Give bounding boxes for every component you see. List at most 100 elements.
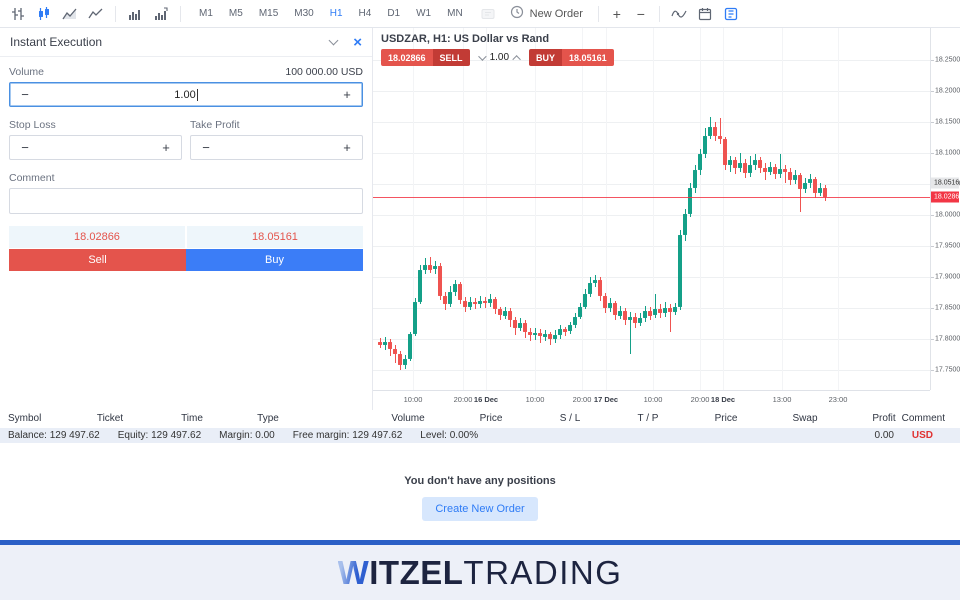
candle-body[interactable]: [653, 309, 657, 316]
candle-body[interactable]: [573, 316, 577, 326]
candlestick-plot[interactable]: [373, 28, 930, 390]
volume-value[interactable]: 1.00: [174, 88, 196, 101]
bars-chart-icon[interactable]: [6, 3, 30, 25]
candle-body[interactable]: [613, 303, 617, 316]
buy-button[interactable]: Buy: [186, 249, 363, 271]
candle-body[interactable]: [578, 306, 582, 317]
candle-body[interactable]: [723, 139, 727, 166]
column-header-price[interactable]: Price: [479, 413, 503, 424]
column-header-time[interactable]: Time: [181, 413, 203, 424]
candle-body[interactable]: [563, 329, 567, 332]
indicator-icon[interactable]: [667, 3, 691, 25]
candle-body[interactable]: [688, 187, 692, 214]
candle-body[interactable]: [558, 329, 562, 336]
column-header-price2[interactable]: Price: [714, 413, 738, 424]
candle-body[interactable]: [778, 169, 782, 175]
candle-body[interactable]: [813, 179, 817, 193]
candle-body[interactable]: [768, 166, 772, 172]
candle-body[interactable]: [588, 283, 592, 295]
timeframe-h4[interactable]: H4: [358, 8, 372, 19]
candle-body[interactable]: [703, 135, 707, 155]
chevron-down-icon[interactable]: [328, 35, 339, 46]
candle-body[interactable]: [523, 322, 527, 332]
close-icon[interactable]: ×: [353, 33, 362, 51]
candle-body[interactable]: [708, 126, 712, 136]
price-axis[interactable]: 18.2500018.2000018.1500018.1000018.05000…: [930, 28, 960, 390]
candle-body[interactable]: [793, 175, 797, 181]
candle-body[interactable]: [543, 334, 547, 337]
candle-body[interactable]: [448, 291, 452, 305]
column-header-comment[interactable]: Comment: [901, 413, 945, 424]
candle-body[interactable]: [443, 295, 447, 305]
candles-chart-icon[interactable]: [32, 3, 56, 25]
candle-body[interactable]: [713, 126, 717, 136]
candle-body[interactable]: [818, 187, 822, 193]
candle-body[interactable]: [408, 334, 412, 359]
time-axis[interactable]: 10:00 20:00 16 Dec 10:00 20:00 17 Dec 10:00 20:…: [373, 390, 930, 410]
candle-body[interactable]: [798, 175, 802, 189]
candle-body[interactable]: [663, 308, 667, 313]
timeframe-h1[interactable]: H1: [329, 8, 343, 19]
candle-body[interactable]: [698, 154, 702, 171]
candle-body[interactable]: [483, 300, 487, 303]
candle-body[interactable]: [533, 332, 537, 336]
calendar-icon[interactable]: [693, 3, 717, 25]
trade-panel-icon[interactable]: [719, 3, 743, 25]
candle-body[interactable]: [658, 309, 662, 313]
timeframe-m30[interactable]: M30: [294, 8, 314, 19]
candle-body[interactable]: [763, 167, 767, 172]
column-header-swap[interactable]: Swap: [792, 413, 818, 424]
timeframe-m1[interactable]: M1: [199, 8, 213, 19]
volume-icon[interactable]: [123, 3, 147, 25]
candle-body[interactable]: [378, 342, 382, 346]
candle-body[interactable]: [678, 234, 682, 307]
sell-button[interactable]: Sell: [9, 249, 186, 271]
create-new-order-button[interactable]: Create New Order: [422, 497, 538, 521]
candle-body[interactable]: [623, 310, 627, 321]
stop-loss-stepper[interactable]: − +: [9, 135, 182, 160]
candle-body[interactable]: [423, 264, 427, 270]
volume-profile-icon[interactable]: [149, 3, 173, 25]
oneclick-sell-button[interactable]: 18.02866 SELL: [381, 49, 470, 66]
candle-body[interactable]: [638, 317, 642, 323]
zoom-in-icon[interactable]: +: [612, 5, 621, 22]
oneclick-buy-button[interactable]: BUY 18.05161: [529, 49, 614, 66]
stop-loss-increase-button[interactable]: +: [162, 140, 170, 155]
take-profit-increase-button[interactable]: +: [343, 140, 351, 155]
candle-body[interactable]: [758, 160, 762, 168]
candle-body[interactable]: [428, 264, 432, 270]
candle-body[interactable]: [463, 300, 467, 307]
new-order-button[interactable]: New Order: [502, 2, 591, 25]
candle-body[interactable]: [603, 295, 607, 308]
candle-body[interactable]: [508, 310, 512, 321]
candle-body[interactable]: [618, 310, 622, 316]
candle-body[interactable]: [673, 306, 677, 312]
column-header-ticket[interactable]: Ticket: [96, 413, 124, 424]
candle-body[interactable]: [728, 160, 732, 166]
stop-loss-decrease-button[interactable]: −: [21, 140, 29, 155]
timeframe-d1[interactable]: D1: [387, 8, 401, 19]
take-profit-decrease-button[interactable]: −: [202, 140, 210, 155]
candle-body[interactable]: [468, 301, 472, 307]
column-header-profit[interactable]: Profit: [872, 413, 896, 424]
candle-body[interactable]: [453, 284, 457, 292]
column-header-sl[interactable]: S / L: [559, 413, 581, 424]
line-chart-icon[interactable]: [84, 3, 108, 25]
take-profit-stepper[interactable]: − +: [190, 135, 363, 160]
volume-increase-button[interactable]: +: [343, 87, 351, 102]
candle-body[interactable]: [608, 303, 612, 308]
candle-body[interactable]: [473, 301, 477, 305]
area-chart-icon[interactable]: [58, 3, 82, 25]
candle-body[interactable]: [413, 301, 417, 334]
candle-body[interactable]: [553, 335, 557, 339]
candle-body[interactable]: [753, 160, 757, 166]
column-header-tp[interactable]: T / P: [637, 413, 659, 424]
timeframe-mn[interactable]: MN: [447, 8, 463, 19]
timeframe-m5[interactable]: M5: [228, 8, 243, 19]
candle-body[interactable]: [598, 279, 602, 296]
candle-body[interactable]: [808, 179, 812, 183]
candle-body[interactable]: [683, 213, 687, 235]
candle-body[interactable]: [478, 300, 482, 305]
candle-body[interactable]: [398, 353, 402, 366]
candle-body[interactable]: [488, 299, 492, 303]
